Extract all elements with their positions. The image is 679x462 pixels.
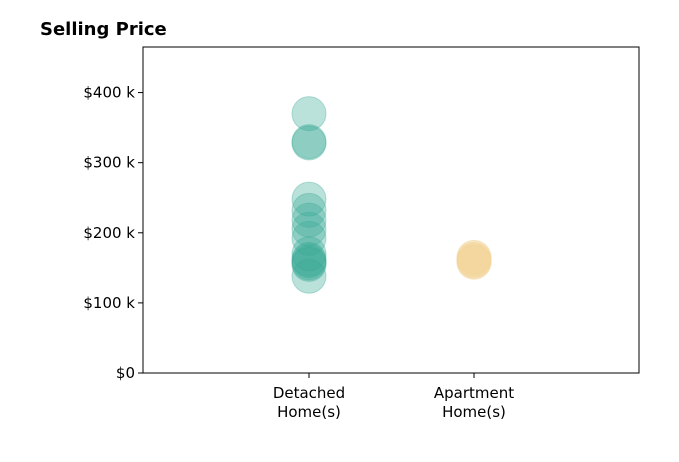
y-tick-label: $100 k bbox=[83, 294, 135, 312]
data-point bbox=[291, 241, 327, 277]
data-point bbox=[291, 96, 327, 132]
data-point bbox=[291, 243, 327, 279]
data-point bbox=[291, 211, 327, 247]
y-tick-label: $400 k bbox=[83, 84, 135, 102]
x-axis: Detached Home(s) Apartment Home(s) bbox=[273, 373, 514, 421]
y-tick-label: $200 k bbox=[83, 224, 135, 242]
data-point bbox=[291, 236, 327, 272]
data-point bbox=[291, 246, 327, 282]
data-point bbox=[291, 125, 327, 161]
x-tick-label: Detached Home(s) bbox=[273, 384, 345, 421]
data-points bbox=[291, 96, 492, 294]
chart-title: Selling Price bbox=[40, 19, 167, 40]
y-tick-label: $300 k bbox=[83, 154, 135, 172]
data-point bbox=[291, 202, 327, 238]
data-point bbox=[291, 192, 327, 228]
y-tick-label: $0 bbox=[116, 364, 135, 382]
plot-frame bbox=[142, 46, 640, 374]
x-tick-label: Apartment Home(s) bbox=[434, 384, 514, 421]
data-point bbox=[456, 244, 492, 280]
data-point bbox=[291, 258, 327, 294]
data-point bbox=[291, 220, 327, 256]
data-point bbox=[291, 181, 327, 217]
y-axis: $0 $100 k $200 k $300 k $400 k bbox=[83, 84, 143, 382]
data-point bbox=[291, 124, 327, 160]
data-point bbox=[291, 245, 327, 281]
